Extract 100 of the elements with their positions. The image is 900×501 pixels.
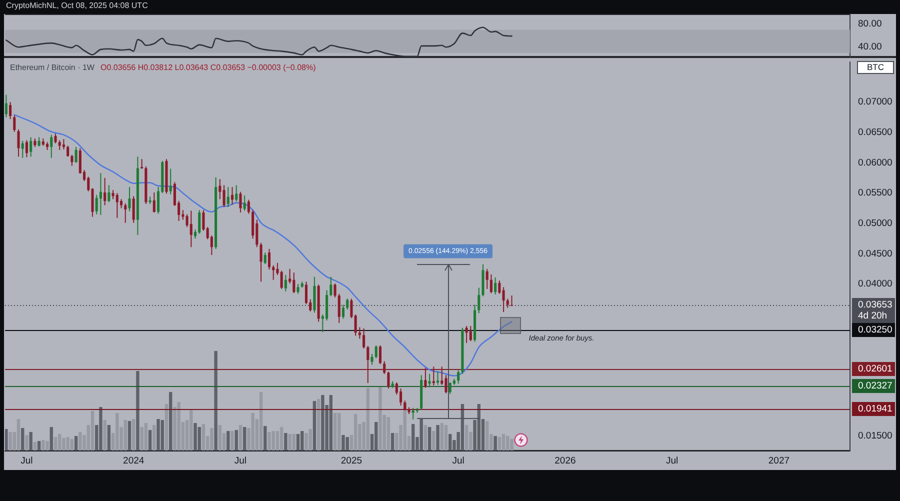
bar [346,437,349,451]
bar [226,431,230,451]
y-tick-label: 0.06000 [858,157,892,168]
bar [156,419,160,451]
ref-line-label: 0.02327 [858,380,892,392]
chart-subtitle: O0.03656 H0.03812 L0.03643 C0.03653 −0.00003 (−0.08%) [100,63,316,72]
candlestick [104,177,106,206]
candlestick [428,373,431,388]
bar [202,424,206,451]
candlestick [387,371,390,389]
bar [78,432,82,451]
candlestick [350,298,353,319]
y-tick-label: 80.00 [858,18,882,30]
bar [304,433,308,451]
candlestick [330,276,332,297]
candlestick [506,298,509,308]
candlestick [243,195,246,212]
candlestick [169,168,172,195]
bar [124,420,127,451]
candlestick [50,134,53,158]
bar [54,437,58,451]
bar [152,425,156,451]
candlestick [412,407,414,420]
candlestick [280,270,283,290]
x-tick-label: Jul [234,455,247,466]
candlestick [108,184,110,203]
candlestick [358,326,361,340]
bar [440,423,444,451]
candlestick [498,280,501,294]
candlestick [338,293,340,324]
y-tick-label: 0.01500 [858,430,892,442]
candlestick [478,287,480,314]
candlestick [448,382,452,394]
candlestick [13,114,16,132]
bar [280,427,284,451]
candlestick [132,196,135,224]
x-tick-label: 2025 [340,455,362,466]
candlestick [21,140,24,158]
line-series [6,26,512,57]
candlestick [247,199,250,214]
bar [333,413,337,451]
ref-line-label: 0.01941 [858,404,892,415]
bar [390,433,394,451]
bar [46,441,49,451]
candlestick [198,210,201,234]
ref-line-label: 0.03250 [858,324,892,336]
candlestick [235,184,238,202]
bar [5,429,8,451]
bar [99,407,102,451]
candlestick [469,325,472,342]
bar [444,425,448,451]
candlestick [284,274,287,292]
candlestick [510,295,514,306]
bar [21,428,24,451]
y-tick-label: 0.04000 [858,278,892,290]
bar [74,436,78,451]
y-tick-label: 0.06500 [858,127,892,138]
bar [140,427,144,451]
candlestick [292,272,296,294]
bar [494,436,497,451]
bar [436,425,440,451]
candlestick [457,370,460,384]
candlestick [124,202,127,224]
candlestick [444,374,448,394]
candlestick [326,290,328,322]
candlestick [30,136,32,158]
candlestick [404,400,406,411]
x-tick-label: Jul [20,455,33,466]
candlestick [239,191,242,214]
text: CryptoMichNL, Oct 08, 2025 04:08 UTC [6,1,148,10]
bar [284,433,288,451]
bar [448,434,452,451]
x-tick-label: 2026 [554,455,576,466]
candlestick [38,136,40,147]
bar [296,434,300,451]
bar [268,432,271,451]
candlestick [116,192,118,218]
bar [428,427,432,451]
bar [316,399,320,451]
bar [70,439,74,451]
bar [198,427,201,451]
bar [432,431,436,451]
candlestick [272,264,275,280]
bar [374,422,378,451]
candlestick [70,154,74,166]
candlestick [346,298,349,310]
candlestick [25,140,28,158]
candlestick [362,328,366,349]
bar [144,423,148,451]
x-tick-label: 2024 [123,455,144,466]
bar [160,420,164,451]
bar [128,421,132,451]
bar [300,431,304,451]
candlestick [9,102,12,120]
bar [288,434,292,451]
bar [8,432,12,451]
bar [312,401,316,451]
bar [103,420,106,451]
bar [234,430,238,451]
bar [218,425,222,451]
